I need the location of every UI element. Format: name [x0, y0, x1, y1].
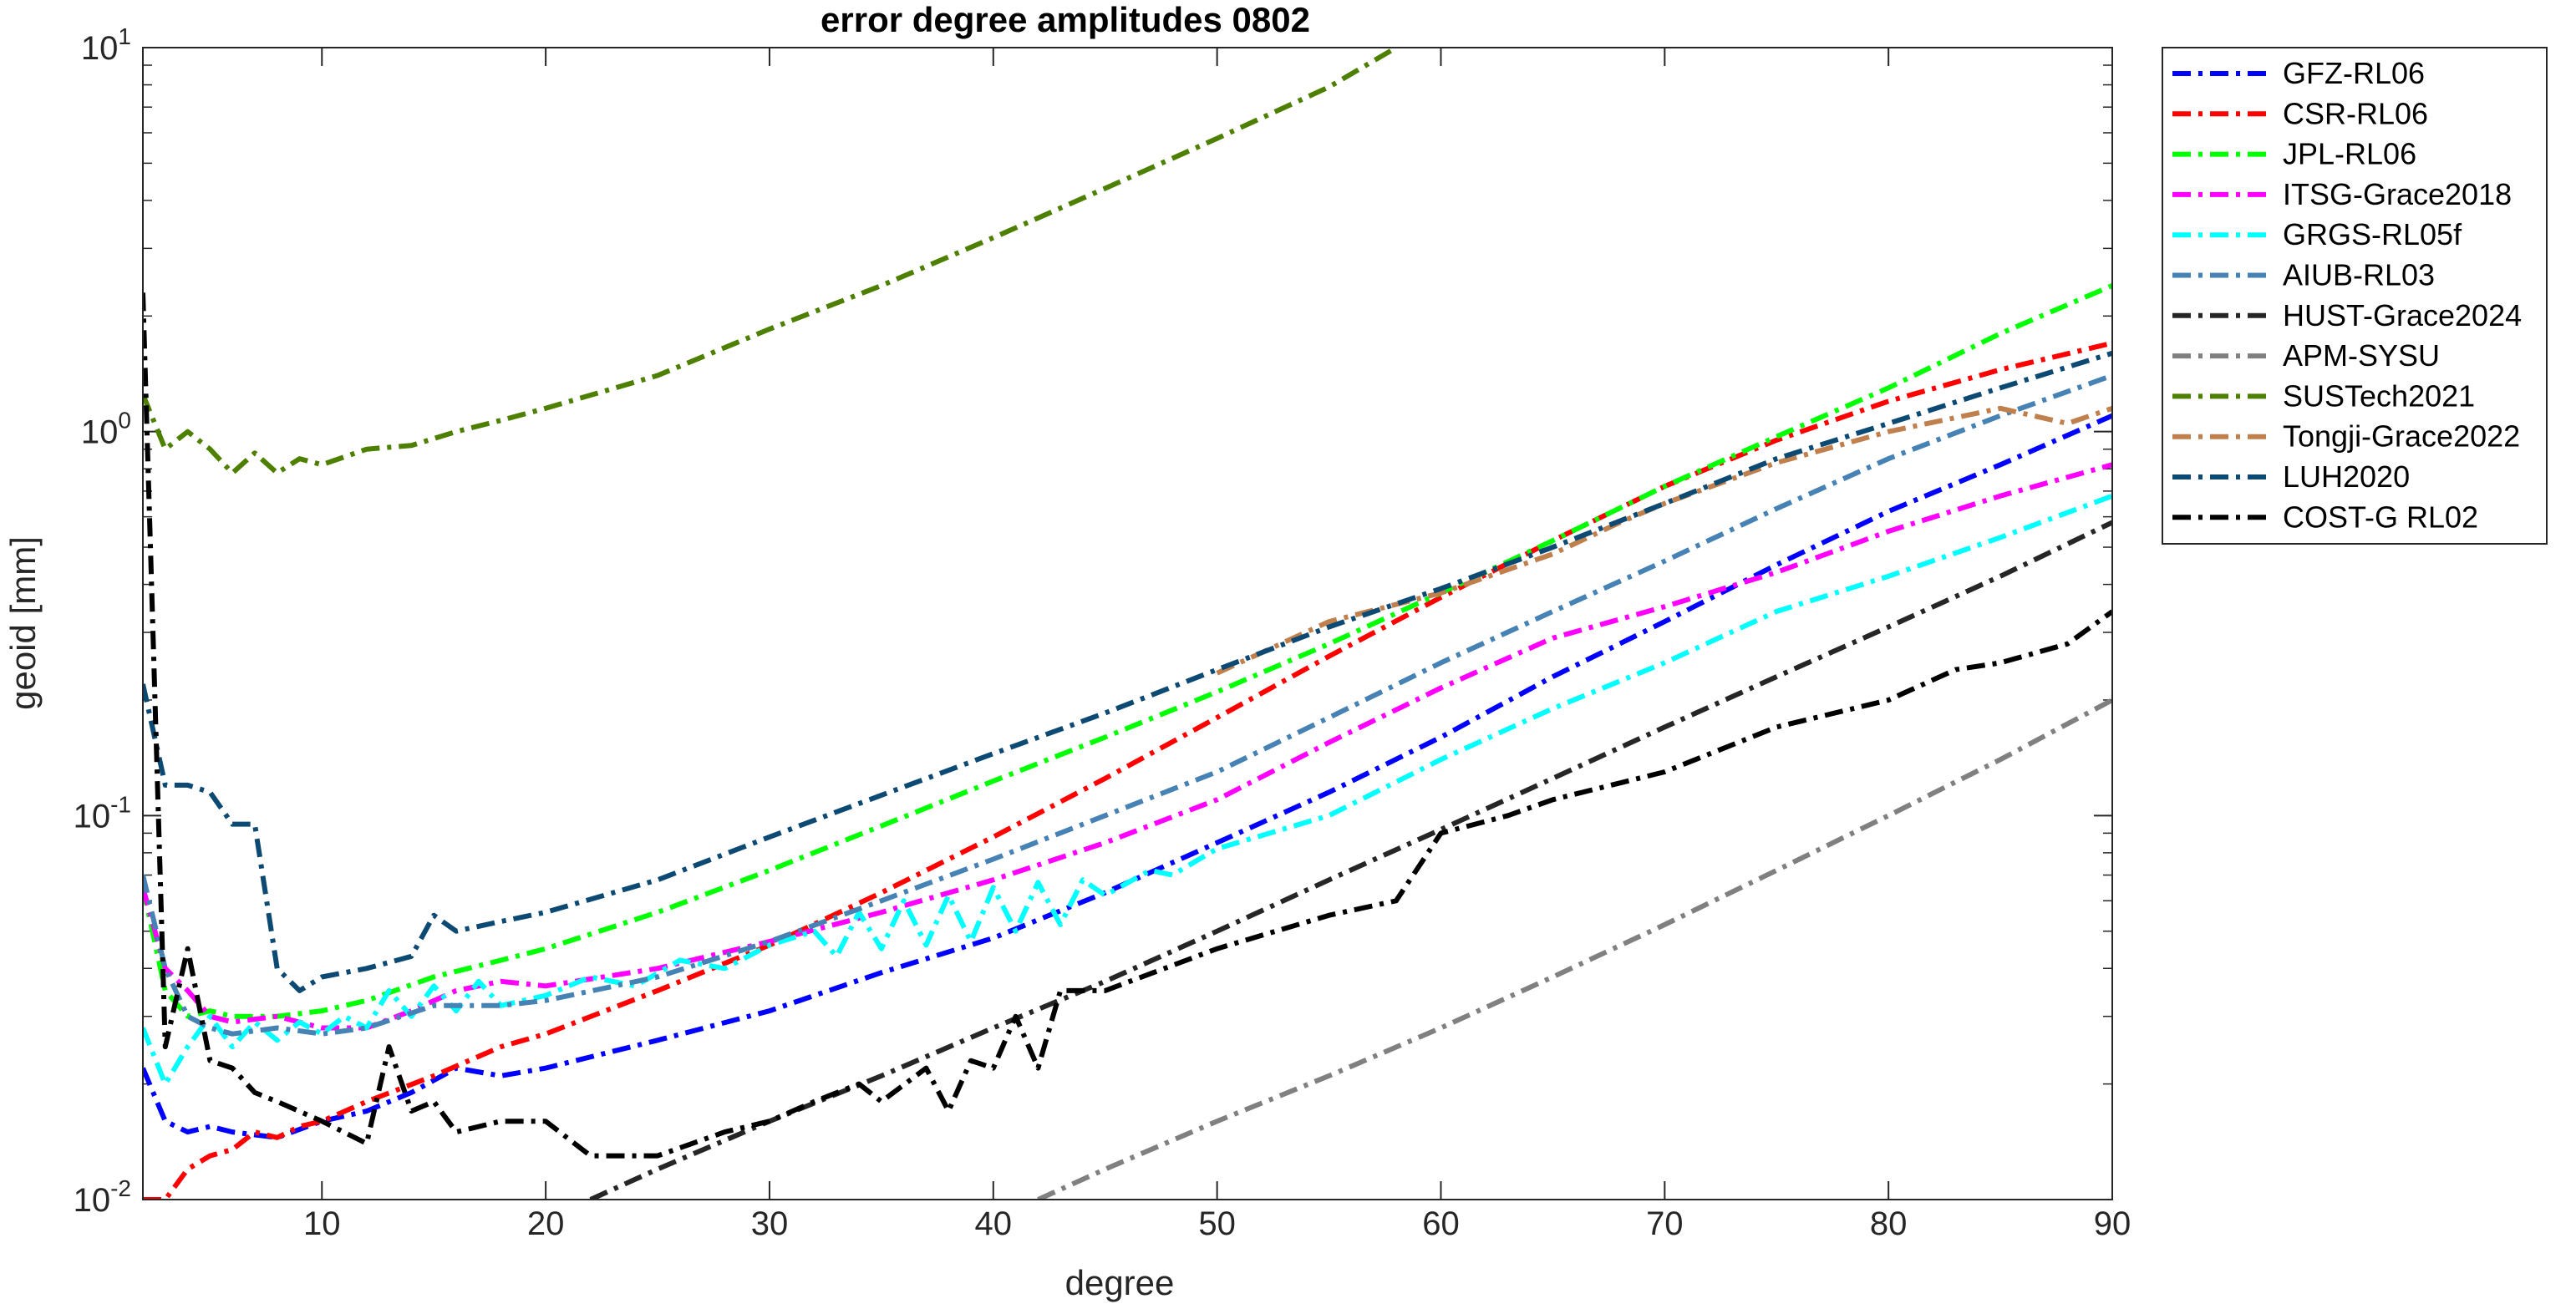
y-tick-exponent: 0 — [118, 408, 131, 434]
y-tick-base: 10 — [74, 1182, 111, 1219]
chart-title: error degree amplitudes 0802 — [821, 0, 1310, 39]
series-line-0 — [143, 413, 2112, 1140]
x-axis-label: degree — [1065, 1263, 1175, 1302]
x-tick-label: 30 — [751, 1205, 789, 1242]
x-tick-label: 80 — [1870, 1205, 1908, 1242]
series-lines — [143, 48, 2112, 1200]
y-tick-label: 100 — [81, 408, 131, 451]
series-line-11 — [143, 292, 2112, 1159]
y-tick-exponent: -2 — [110, 1175, 131, 1201]
x-tick-labels: 10 20 30 40 50 60 70 80 90 — [303, 1205, 2131, 1242]
legend-label: AIUB-RL03 — [2283, 258, 2435, 292]
legend-label: LUH2020 — [2283, 459, 2410, 494]
series-line-4 — [143, 493, 2112, 1087]
legend: GFZ-RL06 CSR-RL06 JPL-RL06 ITSG-Grace2018 GR… — [2162, 47, 2548, 545]
series-line-8 — [143, 48, 1398, 476]
x-tick-label: 10 — [303, 1205, 341, 1242]
x-tick-label: 90 — [2094, 1205, 2131, 1242]
legend-label: SUSTech2021 — [2283, 378, 2475, 413]
legend-label: CSR-RL06 — [2283, 96, 2428, 130]
legend-label: APM-SYSU — [2283, 338, 2440, 373]
y-tick-label: 10-2 — [74, 1175, 131, 1219]
series-line-10 — [143, 350, 2112, 993]
legend-label: GFZ-RL06 — [2283, 56, 2425, 90]
legend-label: JPL-RL06 — [2283, 137, 2416, 171]
series-line-1 — [143, 340, 2112, 1200]
legend-label: HUST-Grace2024 — [2283, 298, 2522, 332]
y-tick-base: 10 — [81, 414, 119, 451]
legend-box — [2162, 47, 2548, 545]
series-line-7 — [1037, 698, 2112, 1200]
series-line-3 — [143, 462, 2112, 1031]
series-line-2 — [143, 283, 2112, 1019]
y-tick-base: 10 — [74, 798, 111, 835]
series-line-5 — [143, 373, 2112, 1037]
x-tick-label: 50 — [1198, 1205, 1236, 1242]
y-axis-label: geoid [mm] — [3, 536, 43, 710]
plot-frame — [142, 47, 2113, 1200]
plot-area — [143, 48, 2112, 1200]
y-tick-base: 10 — [81, 30, 119, 67]
x-tick-label: 60 — [1422, 1205, 1460, 1242]
x-tick-label: 70 — [1646, 1205, 1684, 1242]
legend-label: Tongji-Grace2022 — [2283, 419, 2520, 454]
legend-label: COST-G RL02 — [2283, 500, 2478, 534]
legend-label: GRGS-RL05f — [2283, 217, 2462, 251]
y-tick-label: 10-1 — [74, 791, 131, 835]
y-tick-exponent: -1 — [110, 791, 131, 817]
series-line-6 — [589, 520, 2112, 1200]
y-tick-exponent: 1 — [118, 23, 131, 49]
x-tick-label: 20 — [527, 1205, 565, 1242]
y-tick-label: 101 — [81, 23, 131, 67]
legend-label: ITSG-Grace2018 — [2283, 177, 2512, 211]
x-tick-label: 40 — [975, 1205, 1013, 1242]
